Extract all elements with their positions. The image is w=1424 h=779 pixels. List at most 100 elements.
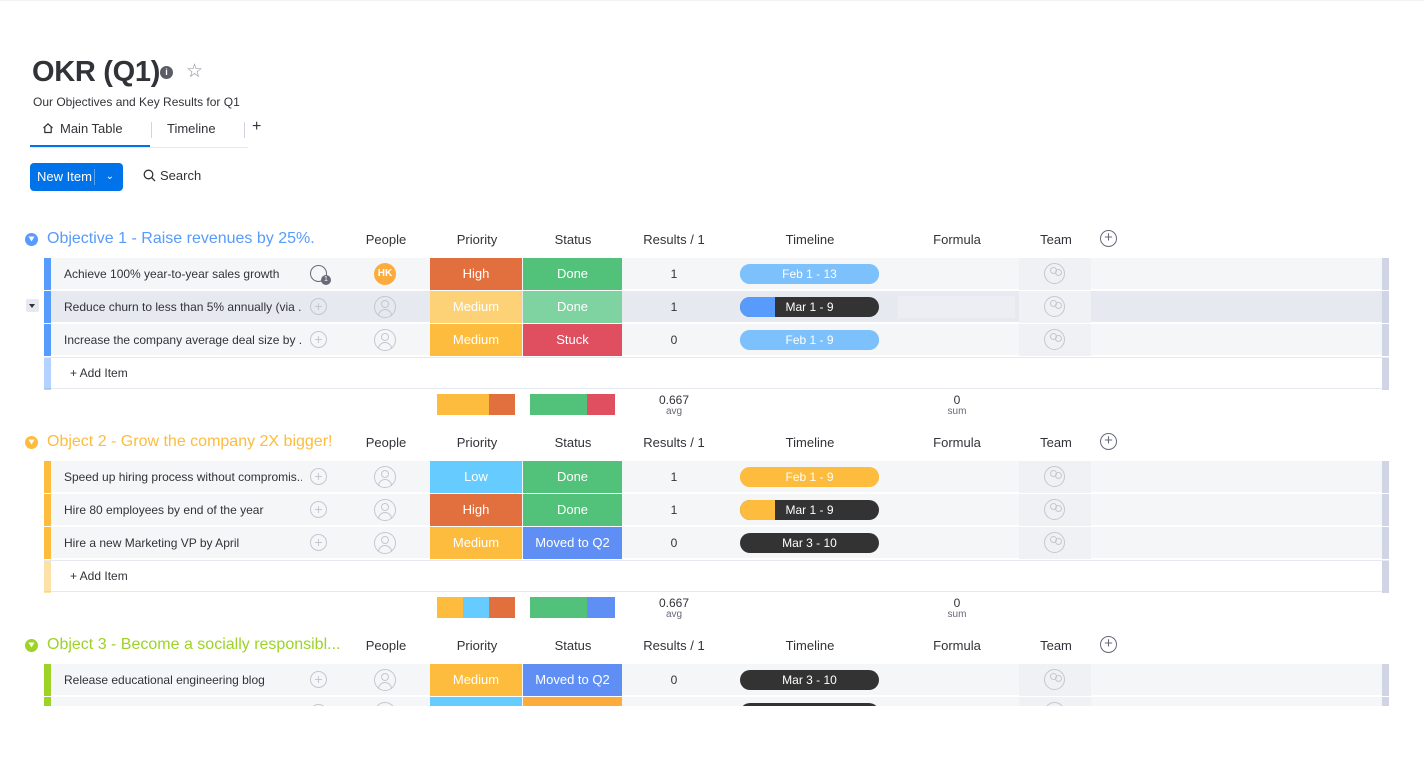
priority-label[interactable]: Low (430, 461, 522, 493)
results-value[interactable]: 0 (670, 333, 678, 347)
results-value[interactable]: 0 (670, 673, 678, 687)
search-button[interactable]: Search (143, 168, 201, 183)
column-header-people[interactable]: People (365, 435, 407, 450)
column-header-status[interactable]: Status (554, 435, 592, 450)
priority-label[interactable]: Medium (430, 527, 522, 559)
status-summary-bar[interactable] (530, 597, 615, 618)
status-label[interactable]: Done (523, 461, 622, 493)
empty-person-icon[interactable] (374, 466, 396, 488)
timeline-bar[interactable]: Feb 1 - 9 (740, 330, 879, 350)
chevron-down-icon[interactable]: ⌄ (105, 171, 114, 182)
row-menu-icon[interactable] (26, 299, 39, 312)
conversation-icon[interactable]: + (310, 298, 327, 315)
column-header-formula[interactable]: Formula (933, 232, 981, 247)
add-item-input[interactable]: + Add Item (70, 366, 128, 380)
column-header-status[interactable]: Status (554, 232, 592, 247)
timeline-bar[interactable]: Mar 3 - 10 (740, 670, 879, 690)
table-row[interactable]: Reduce churn to less than 5% annually (v… (44, 291, 1389, 323)
empty-person-icon[interactable] (374, 532, 396, 554)
group-title[interactable]: Object 2 - Grow the company 2X bigger! (47, 433, 333, 450)
add-column-button[interactable]: + (1100, 636, 1117, 653)
results-value[interactable]: 1 (670, 470, 678, 484)
column-header-people[interactable]: People (365, 638, 407, 653)
column-header-timeline[interactable]: Timeline (785, 638, 835, 653)
team-icon[interactable] (1044, 669, 1065, 690)
column-header-priority[interactable]: Priority (456, 232, 498, 247)
status-label[interactable]: Done (523, 258, 622, 290)
empty-person-icon[interactable] (374, 296, 396, 318)
table-row[interactable]: Hire a new Marketing VP by April + Medium M… (44, 527, 1389, 559)
team-icon[interactable] (1044, 532, 1065, 553)
priority-label[interactable]: Medium (430, 664, 522, 696)
status-label[interactable]: Done (523, 291, 622, 323)
team-icon[interactable] (1044, 466, 1065, 487)
table-row[interactable]: Increase the company average deal size b… (44, 324, 1389, 356)
status-label[interactable]: Stuck (523, 324, 622, 356)
team-icon[interactable] (1044, 263, 1065, 284)
column-header-team[interactable]: Team (1040, 435, 1072, 450)
column-header-priority[interactable]: Priority (456, 638, 498, 653)
status-label[interactable]: Done (523, 494, 622, 526)
team-icon[interactable] (1044, 499, 1065, 520)
collapse-group-icon[interactable] (25, 436, 38, 449)
conversation-icon[interactable]: + (310, 331, 327, 348)
priority-label[interactable]: Medium (430, 291, 522, 323)
timeline-bar[interactable]: Mar 1 - 9 (740, 500, 879, 520)
formula-cell[interactable] (897, 295, 1016, 319)
results-value[interactable]: 0 (670, 536, 678, 550)
table-row[interactable]: Achieve 100% year-to-year sales growth 1 H… (44, 258, 1389, 290)
tab-main-table[interactable]: Main Table (30, 116, 150, 147)
empty-person-icon[interactable] (374, 329, 396, 351)
priority-label[interactable]: High (430, 494, 522, 526)
team-icon[interactable] (1044, 329, 1065, 350)
item-name[interactable]: Speed up hiring process without compromi… (64, 470, 302, 484)
conversation-icon[interactable]: 1 (310, 265, 331, 285)
add-column-button[interactable]: + (1100, 433, 1117, 450)
conversation-icon[interactable]: + (310, 534, 327, 551)
conversation-icon[interactable]: + (310, 468, 327, 485)
empty-person-icon[interactable] (374, 499, 396, 521)
status-summary-bar[interactable] (530, 394, 615, 415)
new-item-button[interactable]: New Item ⌄ (30, 163, 123, 191)
priority-summary-bar[interactable] (437, 597, 515, 618)
status-label[interactable]: Moved to Q2 (523, 527, 622, 559)
column-header-results[interactable]: Results / 1 (643, 638, 705, 653)
avatar[interactable]: HK (374, 263, 396, 285)
priority-label[interactable]: High (430, 258, 522, 290)
timeline-bar[interactable]: Feb 1 - 9 (740, 467, 879, 487)
table-row[interactable]: Release educational engineering blog + Med… (44, 664, 1389, 696)
results-value[interactable]: 1 (670, 267, 678, 281)
item-name[interactable]: Achieve 100% year-to-year sales growth (64, 267, 280, 281)
column-header-formula[interactable]: Formula (933, 638, 981, 653)
column-header-results[interactable]: Results / 1 (643, 232, 705, 247)
star-icon[interactable]: ☆ (186, 61, 204, 82)
column-header-timeline[interactable]: Timeline (785, 435, 835, 450)
item-name[interactable]: Release educational engineering blog (64, 673, 265, 687)
column-header-timeline[interactable]: Timeline (785, 232, 835, 247)
timeline-bar[interactable]: Mar 1 - 9 (740, 297, 879, 317)
add-column-button[interactable]: + (1100, 230, 1117, 247)
timeline-bar[interactable]: Feb 1 - 13 (740, 264, 879, 284)
tab-timeline[interactable]: Timeline (167, 121, 216, 136)
collapse-group-icon[interactable] (25, 233, 38, 246)
results-value[interactable]: 1 (670, 300, 678, 314)
info-icon[interactable]: i (160, 66, 173, 79)
item-name[interactable]: Reduce churn to less than 5% annually (v… (64, 300, 302, 314)
column-header-team[interactable]: Team (1040, 232, 1072, 247)
column-header-results[interactable]: Results / 1 (643, 435, 705, 450)
add-item-row[interactable]: + Add Item (44, 560, 1389, 593)
status-label[interactable]: Moved to Q2 (523, 664, 622, 696)
column-header-formula[interactable]: Formula (933, 435, 981, 450)
item-name[interactable]: Increase the company average deal size b… (64, 333, 302, 347)
item-name[interactable]: Hire a new Marketing VP by April (64, 536, 240, 550)
column-header-status[interactable]: Status (554, 638, 592, 653)
priority-summary-bar[interactable] (437, 394, 515, 415)
team-icon[interactable] (1044, 296, 1065, 317)
collapse-group-icon[interactable] (25, 639, 38, 652)
add-view-button[interactable]: + (252, 118, 262, 135)
item-name[interactable]: Hire 80 employees by end of the year (64, 503, 264, 517)
table-row[interactable]: Speed up hiring process without compromi… (44, 461, 1389, 493)
group-title[interactable]: Objective 1 - Raise revenues by 25%. (47, 230, 315, 247)
add-item-input[interactable]: + Add Item (70, 569, 128, 583)
group-title[interactable]: Object 3 - Become a socially responsibl.… (47, 636, 341, 653)
